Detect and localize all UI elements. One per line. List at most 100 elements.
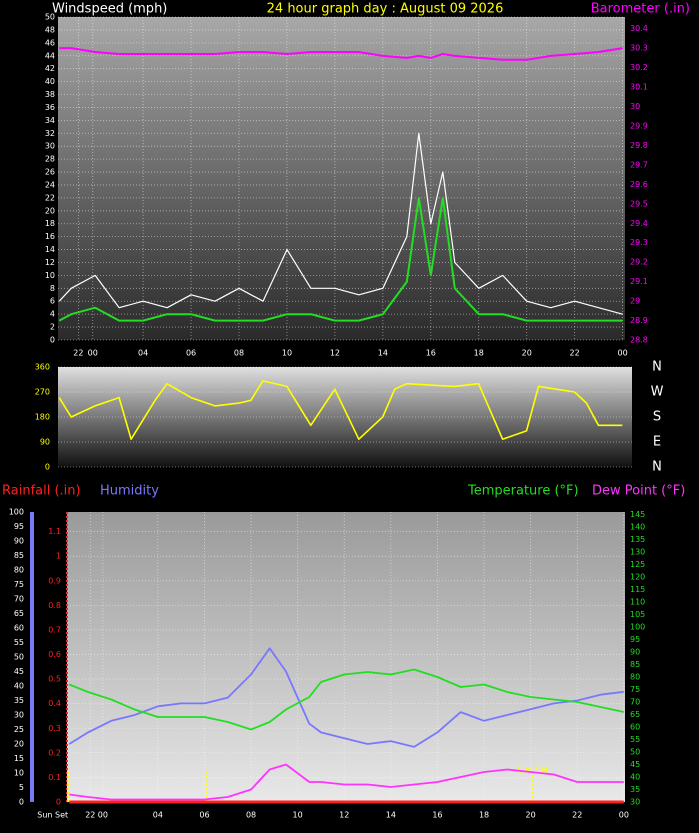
legend-humidity: Humidity [100, 484, 159, 499]
y-tick-label: 36 [45, 103, 55, 112]
y-tick-label: 0.3 [48, 724, 61, 733]
y-tick-label: 30.2 [630, 63, 648, 72]
y-tick-label: 30 [45, 142, 55, 151]
y-tick-label: 22 [45, 193, 55, 202]
y-tick-label: 65 [630, 710, 640, 719]
series-line [68, 647, 624, 748]
wind-plot-bg [58, 17, 625, 340]
y-tick-label: 85 [14, 551, 24, 560]
y-tick-label: 10 [14, 769, 24, 778]
y-tick-label: 29.6 [630, 180, 648, 189]
series-line [58, 380, 623, 440]
y-tick-label: 55 [14, 638, 24, 647]
y-tick-label: 29.3 [630, 238, 648, 247]
x-tick-label: 10 [293, 811, 303, 820]
x-tick-label: 06 [186, 349, 196, 358]
x-tick-label: 12 [339, 811, 349, 820]
y-tick-label: 38 [45, 90, 55, 99]
compass-label: W [651, 385, 664, 400]
y-tick-label: 60 [630, 723, 640, 732]
y-tick-label: 48 [45, 25, 55, 34]
y-tick-label: 80 [630, 673, 640, 682]
y-tick-label: 0.6 [48, 650, 61, 659]
y-tick-label: 29.4 [630, 219, 648, 228]
series-line [58, 196, 623, 322]
x-tick-label: 00 [88, 349, 98, 358]
y-tick-label: 28.9 [630, 316, 648, 325]
y-tick-label: 4 [50, 310, 55, 319]
y-tick-label: 16 [45, 232, 55, 241]
legend-rainfall: Rainfall (.in) [2, 484, 81, 499]
y-tick-label: 85 [630, 660, 640, 669]
y-tick-label: 18 [45, 219, 55, 228]
y-tick-label: 29.7 [630, 160, 648, 169]
y-tick-label: 8 [50, 284, 55, 293]
y-tick-label: 50 [14, 653, 24, 662]
x-tick-label: 18 [474, 349, 484, 358]
y-tick-label: 40 [14, 682, 24, 691]
x-tick-label: 22 [570, 349, 580, 358]
y-tick-label: 20 [45, 206, 55, 215]
y-tick-label: 60 [14, 624, 24, 633]
y-tick-label: 12 [45, 258, 55, 267]
x-tick-label: 08 [234, 349, 244, 358]
y-tick-label: 65 [14, 609, 24, 618]
direction-plot-bg [58, 367, 632, 467]
y-tick-label: 30 [630, 798, 640, 807]
y-tick-label: 29 [630, 297, 640, 306]
x-tick-label: 06 [199, 811, 209, 820]
y-tick-label: 29.9 [630, 121, 648, 130]
compass-label: N [652, 360, 662, 375]
compass-label: E [653, 435, 661, 450]
y-tick-label: 110 [630, 598, 645, 607]
y-tick-label: 0.2 [48, 748, 61, 757]
series-line [68, 668, 624, 731]
legend-dew-point: Dew Point (°F) [592, 484, 685, 499]
y-tick-label: 30.4 [630, 24, 648, 33]
y-tick-label: 115 [630, 585, 645, 594]
y-tick-label: 90 [40, 438, 50, 447]
y-tick-label: 30 [630, 102, 640, 111]
y-tick-label: 0 [56, 798, 61, 807]
annotation: Sun Set [518, 766, 549, 775]
legend-temperature: Temperature (°F) [467, 484, 579, 499]
y-tick-label: 0 [50, 336, 55, 345]
y-tick-label: 70 [630, 698, 640, 707]
humidity-axis-bar [30, 512, 34, 802]
y-tick-label: 42 [45, 64, 55, 73]
y-tick-label: 0 [19, 798, 24, 807]
y-tick-label: 14 [45, 245, 55, 254]
y-tick-label: 90 [14, 537, 24, 546]
x-tick-label: 08 [246, 811, 256, 820]
y-tick-label: 26 [45, 168, 55, 177]
y-tick-label: 29.2 [630, 258, 648, 267]
y-tick-label: 15 [14, 754, 24, 763]
x-tick-label: 18 [479, 811, 489, 820]
x-tick-label: 20 [522, 349, 532, 358]
y-tick-label: 105 [630, 610, 645, 619]
y-tick-label: 20 [14, 740, 24, 749]
y-tick-label: 44 [45, 51, 55, 60]
x-tick-label: 04 [138, 349, 148, 358]
y-tick-label: 100 [9, 508, 24, 517]
compass-label: S [653, 410, 661, 425]
x-tick-label: 22 [572, 811, 582, 820]
y-tick-label: 28.8 [630, 336, 648, 345]
chart-title: 24 hour graph day : August 09 2026 [267, 2, 504, 17]
y-tick-label: 1.1 [48, 527, 61, 536]
y-tick-label: 0.1 [48, 773, 61, 782]
x-tick-label: 00 [98, 811, 108, 820]
humidity-plot-bg [67, 512, 625, 802]
y-tick-label: 70 [14, 595, 24, 604]
x-tick-label: 00 [619, 811, 629, 820]
y-tick-label: 35 [14, 696, 24, 705]
series-line [58, 132, 623, 315]
y-tick-label: 24 [45, 180, 55, 189]
y-tick-label: 130 [630, 548, 645, 557]
y-tick-label: 0.7 [48, 625, 61, 634]
series-line [69, 763, 624, 801]
annotation: Sun Set [37, 811, 68, 820]
y-tick-label: 34 [45, 116, 55, 125]
y-tick-label: 80 [14, 566, 24, 575]
x-tick-label: 14 [386, 811, 396, 820]
